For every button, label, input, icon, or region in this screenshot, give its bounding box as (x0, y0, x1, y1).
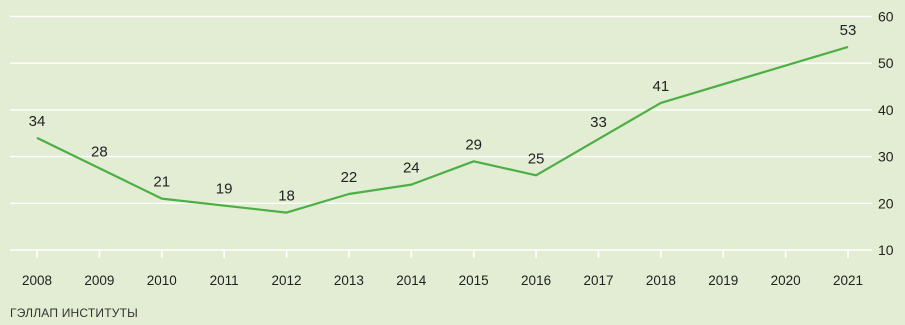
y-tick-label: 10 (878, 242, 894, 258)
y-tick-labels: 10 20 30 40 50 60 (878, 9, 894, 259)
x-tick-label: 2020 (771, 273, 801, 288)
data-label: 28 (91, 143, 108, 160)
data-label: 29 (465, 136, 482, 153)
data-label: 19 (216, 181, 233, 198)
data-label: 24 (403, 160, 420, 177)
x-tick-label: 2016 (521, 273, 551, 288)
series-line-group (36, 45, 849, 214)
data-label: 33 (590, 114, 607, 131)
data-labels: 34 28 21 19 18 22 24 29 25 33 41 53 (29, 22, 857, 205)
x-tick-label: 2019 (708, 273, 738, 288)
y-tick-label: 60 (878, 9, 894, 25)
x-axis: 2008 2009 2010 2011 2012 2013 2014 2015 2016 2017… (10, 249, 872, 288)
x-tick-label: 2015 (459, 273, 489, 288)
series-line (36, 45, 849, 214)
data-label: 41 (653, 78, 670, 95)
y-tick-label: 40 (878, 102, 894, 118)
x-tick-label: 2013 (334, 273, 364, 288)
x-tick-label: 2011 (210, 273, 239, 288)
y-tick-label: 20 (878, 195, 894, 211)
x-tick-label: 2010 (147, 273, 177, 288)
x-tick-label: 2008 (22, 273, 52, 288)
x-tick-label: 2009 (84, 273, 114, 288)
x-tick-label: 2014 (396, 273, 427, 288)
data-label: 22 (341, 169, 358, 186)
y-tick-label: 30 (878, 149, 894, 165)
x-tick-label: 2021 (833, 273, 863, 288)
data-label: 21 (153, 174, 170, 191)
data-label: 25 (528, 150, 545, 167)
x-tick-label: 2017 (583, 273, 613, 288)
x-tick-label: 2018 (646, 273, 676, 288)
y-tick-label: 50 (878, 55, 894, 71)
data-label: 53 (840, 22, 857, 39)
x-tick-label: 2012 (272, 273, 302, 288)
data-label: 18 (278, 188, 295, 205)
line-chart: 10 20 30 40 50 60 2008 2009 2010 2011 2012 2013 201… (10, 9, 894, 288)
source-label: ГЭЛЛАП ИНСТИТУТЫ (10, 306, 138, 320)
gridlines (10, 15, 872, 205)
data-label: 34 (29, 113, 46, 130)
